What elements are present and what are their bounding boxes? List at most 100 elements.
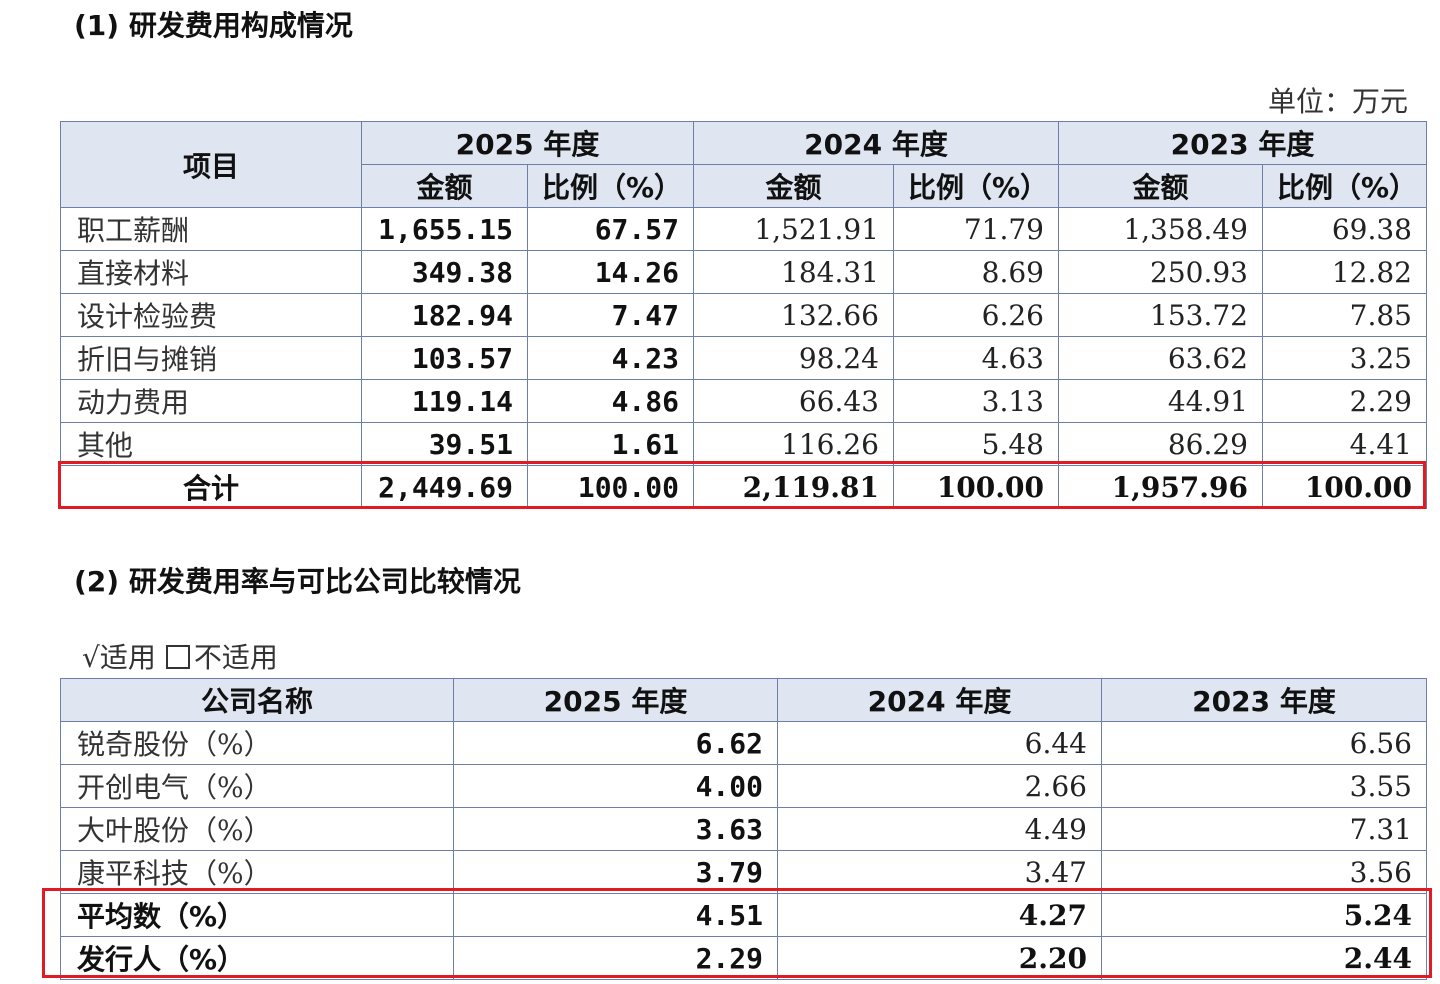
section2-heading: (2) 研发费用率与可比公司比较情况 — [74, 565, 521, 598]
cell-value: 1,358.49 — [1058, 207, 1263, 251]
header-year-2024: 2024 年度 — [777, 678, 1102, 722]
cell-value: 3.56 — [1101, 850, 1427, 894]
cell-value: 4.49 — [777, 807, 1102, 851]
cell-value: 119.14 — [361, 379, 528, 423]
cell-value: 12.82 — [1262, 250, 1427, 294]
header-year-2025: 2025 年度 — [453, 678, 778, 722]
cell-value: 182.94 — [361, 293, 528, 337]
table-row: 康平科技（%） 3.79 3.47 3.56 — [60, 850, 1427, 894]
not-applicable-label: 不适用 — [193, 641, 278, 674]
cell-value: 4.23 — [527, 336, 694, 380]
table-row: 动力费用 119.14 4.86 66.43 3.13 44.91 2.29 — [60, 379, 1427, 423]
unit-label: 单位：万元 — [1267, 85, 1408, 118]
header-year-2024: 2024 年度 — [693, 121, 1059, 165]
header-row-sub: 金额 比例（%） 金额 比例（%） 金额 比例（%） — [61, 164, 1427, 208]
table-row: 锐奇股份（%） 6.62 6.44 6.56 — [60, 721, 1427, 765]
row-label: 动力费用 — [60, 379, 362, 423]
applicable-checked: √适用 — [82, 641, 156, 674]
cell-value: 2.66 — [777, 764, 1102, 808]
header-amount: 金额 — [361, 164, 528, 208]
table-row: 发行人（%） 2.29 2.20 2.44 — [60, 936, 1427, 980]
header-ratio: 比例（%） — [527, 164, 694, 208]
cell-value: 1.61 — [527, 422, 694, 466]
company-name: 康平科技（%） — [60, 850, 454, 894]
cell-value: 1,655.15 — [361, 207, 528, 251]
cell-value: 153.72 — [1058, 293, 1263, 337]
row-label: 折旧与摊销 — [60, 336, 362, 380]
table-row: 大叶股份（%） 3.63 4.49 7.31 — [60, 807, 1427, 851]
cell-value: 5.24 — [1101, 893, 1427, 937]
total-value: 2,119.81 — [693, 465, 894, 509]
cell-value: 2.20 — [777, 936, 1102, 980]
cell-value: 2.44 — [1101, 936, 1427, 980]
cell-value: 184.31 — [693, 250, 894, 294]
cell-value: 8.69 — [893, 250, 1059, 294]
cell-value: 39.51 — [361, 422, 528, 466]
header-item: 项目 — [60, 121, 362, 208]
cell-value: 7.31 — [1101, 807, 1427, 851]
header-company: 公司名称 — [60, 678, 454, 722]
cell-value: 6.44 — [777, 721, 1102, 765]
cell-value: 5.48 — [893, 422, 1059, 466]
cell-value: 4.51 — [453, 893, 778, 937]
row-label: 设计检验费 — [60, 293, 362, 337]
section1-heading: (1) 研发费用构成情况 — [74, 9, 353, 42]
cell-value: 2.29 — [1262, 379, 1427, 423]
row-label: 其他 — [60, 422, 362, 466]
cell-value: 6.62 — [453, 721, 778, 765]
comparison-header-row: 公司名称 2025 年度 2024 年度 2023 年度 — [60, 678, 1427, 722]
header-ratio: 比例（%） — [1262, 164, 1427, 208]
header-amount: 金额 — [1058, 164, 1263, 208]
cell-value: 3.47 — [777, 850, 1102, 894]
header-row-years: 项目 2025 年度 2024 年度 2023 年度 — [60, 121, 1427, 208]
applicability: √适用 不适用 — [82, 636, 278, 676]
cell-value: 103.57 — [361, 336, 528, 380]
cell-value: 6.56 — [1101, 721, 1427, 765]
total-value: 100.00 — [527, 465, 694, 509]
cell-value: 98.24 — [693, 336, 894, 380]
table-row: 设计检验费 182.94 7.47 132.66 6.26 153.72 7.85 — [60, 293, 1427, 337]
cell-value: 66.43 — [693, 379, 894, 423]
cell-value: 6.26 — [893, 293, 1059, 337]
company-name: 大叶股份（%） — [60, 807, 454, 851]
cell-value: 4.41 — [1262, 422, 1427, 466]
total-value: 100.00 — [1262, 465, 1427, 509]
cell-value: 3.63 — [453, 807, 778, 851]
company-name: 发行人（%） — [60, 936, 454, 980]
row-label: 职工薪酬 — [60, 207, 362, 251]
cell-value: 14.26 — [527, 250, 694, 294]
cell-value: 4.86 — [527, 379, 694, 423]
table-row: 职工薪酬 1,655.15 67.57 1,521.91 71.79 1,358.49 69… — [60, 207, 1427, 251]
total-row: 合计 2,449.69 100.00 2,119.81 100.00 1,957… — [60, 465, 1427, 509]
cell-value: 67.57 — [527, 207, 694, 251]
total-label: 合计 — [60, 465, 362, 509]
cell-value: 4.63 — [893, 336, 1059, 380]
cell-value: 7.47 — [527, 293, 694, 337]
cell-value: 3.79 — [453, 850, 778, 894]
comparison-table: 公司名称 2025 年度 2024 年度 2023 年度 锐奇股份（%） 6.62… — [60, 678, 1427, 980]
table-row: 平均数（%） 4.51 4.27 5.24 — [60, 893, 1427, 937]
cell-value: 3.55 — [1101, 764, 1427, 808]
header-ratio: 比例（%） — [893, 164, 1059, 208]
checkbox-empty-icon — [165, 645, 190, 669]
header-amount: 金额 — [693, 164, 894, 208]
header-year-2023: 2023 年度 — [1101, 678, 1427, 722]
cell-value: 2.29 — [453, 936, 778, 980]
cell-value: 116.26 — [693, 422, 894, 466]
cell-value: 4.00 — [453, 764, 778, 808]
total-value: 100.00 — [893, 465, 1059, 509]
table-row: 折旧与摊销 103.57 4.23 98.24 4.63 63.62 3.25 — [60, 336, 1427, 380]
cell-value: 4.27 — [777, 893, 1102, 937]
row-label: 直接材料 — [60, 250, 362, 294]
cell-value: 71.79 — [893, 207, 1059, 251]
cell-value: 349.38 — [361, 250, 528, 294]
cell-value: 3.25 — [1262, 336, 1427, 380]
total-value: 1,957.96 — [1058, 465, 1263, 509]
cell-value: 1,521.91 — [693, 207, 894, 251]
table-row: 其他 39.51 1.61 116.26 5.48 86.29 4.41 — [60, 422, 1427, 466]
total-value: 2,449.69 — [361, 465, 528, 509]
table-row: 直接材料 349.38 14.26 184.31 8.69 250.93 12.82 — [60, 250, 1427, 294]
cell-value: 250.93 — [1058, 250, 1263, 294]
rd-expense-table: 项目 2025 年度 2024 年度 2023 年度 金额 比例（%） 金额 比… — [60, 121, 1427, 509]
header-year-2025: 2025 年度 — [361, 121, 694, 165]
